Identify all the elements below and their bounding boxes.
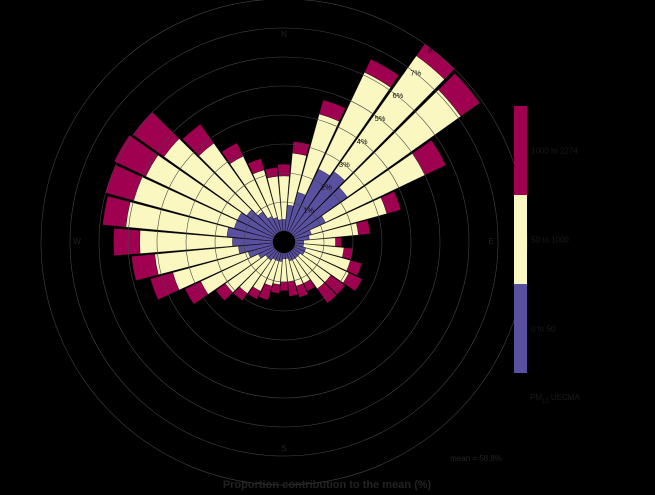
bar-210-2 [247, 286, 261, 300]
bar-300-2 [114, 135, 159, 177]
bar-150-2 [303, 279, 316, 292]
mean-annotation: mean = 58.8% [450, 454, 502, 463]
bar-330-2 [221, 142, 244, 164]
bar-20-2 [319, 99, 346, 122]
ring-1 [243, 201, 325, 283]
bar-160-2 [295, 283, 309, 298]
bar-190-2 [270, 283, 281, 294]
ring-labels: 1% 2% 3% 4% 5% 6% 7% 8% [303, 45, 439, 214]
polar-plot [102, 43, 480, 305]
bar-230-2 [215, 283, 234, 301]
compass-W: W [73, 237, 81, 246]
bar-280-2 [102, 195, 131, 228]
bar-180-2 [279, 281, 289, 291]
bar-220-2 [233, 286, 248, 301]
ring-2 [214, 172, 354, 312]
ring-label: 8% [428, 45, 439, 54]
bar-340-2 [247, 158, 265, 175]
ring-label: 3% [339, 160, 350, 169]
legend-label: 0 to 50 [531, 325, 556, 334]
bar-260-2 [131, 254, 159, 281]
compass-S: S [281, 444, 286, 453]
ring-label: 6% [392, 91, 403, 100]
compass-N: N [281, 30, 287, 39]
ring-6 [98, 56, 470, 428]
legend-label: 1000 to 2274 [531, 147, 578, 156]
bar-130-2 [324, 275, 346, 295]
ring-label: 5% [375, 114, 386, 123]
bar-140-2 [317, 282, 337, 304]
bar-50-2 [438, 73, 480, 117]
legend-swatch-1 [514, 195, 527, 284]
ring-3 [185, 143, 383, 341]
bar-90-2 [335, 237, 342, 247]
ring-label: 4% [357, 137, 368, 146]
legend-label: 50 to 1000 [531, 236, 569, 245]
bar-240-2 [184, 281, 209, 305]
bar-270-2 [113, 228, 141, 256]
bar-70-2 [380, 191, 402, 214]
ring-4 [156, 114, 412, 370]
bar-0-2 [277, 164, 291, 177]
x-axis-label: Proportion contribution to the mean (%) [223, 479, 432, 491]
bar-10-2 [292, 141, 310, 156]
ring-7 [69, 27, 499, 457]
bar-200-2 [258, 283, 273, 301]
bar-180-0 [282, 252, 286, 259]
legend: 1000 to 2274 50 to 1000 0 to 50 PM10 UECMA [514, 106, 580, 405]
ring-label: 2% [321, 183, 332, 192]
bar-120-2 [342, 272, 363, 292]
compass-labels: N E S W [73, 30, 493, 453]
legend-swatch-0 [514, 284, 527, 373]
legend-title: PM10 UECMA [530, 393, 580, 405]
ring-label: 1% [303, 205, 314, 214]
bar-320-2 [182, 124, 215, 156]
bar-80-2 [356, 220, 371, 236]
compass-E: E [488, 237, 493, 246]
bar-350-2 [264, 167, 278, 179]
ring-label: 7% [410, 68, 421, 77]
bar-30-2 [364, 58, 400, 88]
legend-swatch-2 [514, 106, 527, 195]
center-hole [273, 231, 295, 253]
ring-5 [127, 85, 441, 399]
